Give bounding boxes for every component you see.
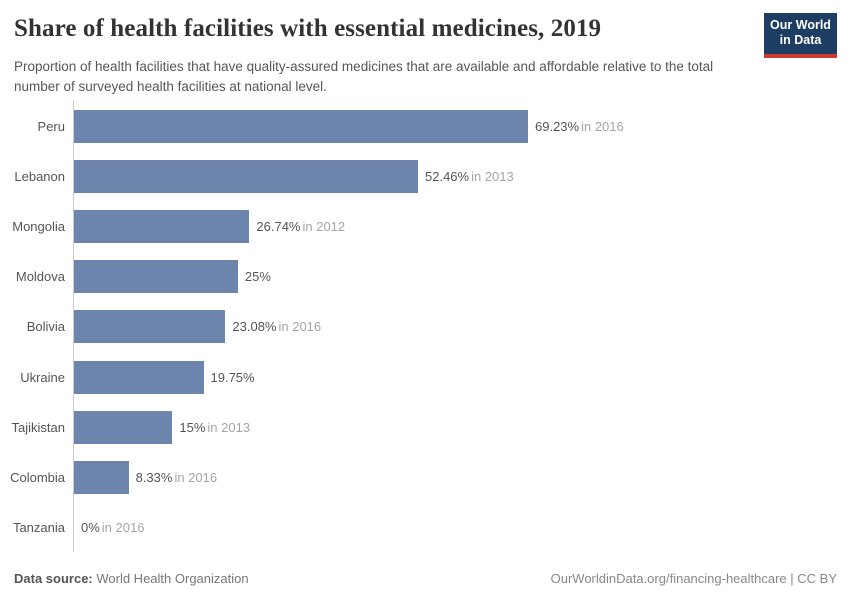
- value-number: 15%: [179, 419, 206, 435]
- category-label: Lebanon: [14, 168, 65, 184]
- bar[interactable]: [74, 109, 528, 143]
- bar[interactable]: [74, 159, 418, 193]
- year-note: in 2013: [471, 168, 514, 184]
- bar[interactable]: [74, 209, 250, 243]
- bar-row: Ukraine 19.75%: [0, 352, 850, 402]
- value-label: 8.33% in 2016: [136, 470, 218, 485]
- year-note: in 2016: [278, 319, 322, 335]
- year-note: in 2012: [302, 218, 346, 234]
- bar[interactable]: [74, 310, 226, 344]
- bar-chart: Peru 69.23% in 2016 Lebanon 52.46% in 2013 Mon…: [0, 101, 850, 553]
- page-title: Share of health facilities with essentia…: [14, 15, 602, 42]
- category-label: Ukraine: [20, 369, 65, 385]
- category-label: Tajikistan: [11, 419, 65, 435]
- value-number: 23.08%: [232, 319, 277, 335]
- value-label: 26.74% in 2012: [256, 219, 345, 234]
- y-axis-line: [73, 100, 74, 552]
- bar-row: Moldova 25%: [0, 252, 850, 302]
- data-source-value: World Health Organization: [92, 571, 249, 586]
- value-label: 69.23% in 2016: [535, 119, 624, 134]
- year-note: in 2016: [581, 118, 624, 134]
- value-label: 25%: [245, 269, 271, 284]
- value-number: 69.23%: [535, 118, 580, 134]
- owid-logo-line1: Our World: [770, 18, 831, 32]
- value-number: 0%: [81, 520, 100, 536]
- credit-link[interactable]: OurWorldinData.org/financing-healthcare …: [550, 571, 837, 586]
- value-number: 25%: [244, 269, 271, 285]
- value-label: 15% in 2013: [179, 420, 250, 435]
- bar-row: Lebanon 52.46% in 2013: [0, 151, 850, 201]
- bar[interactable]: [74, 460, 129, 494]
- year-note: in 2016: [174, 469, 218, 485]
- category-label: Tanzania: [12, 520, 65, 536]
- chart-footer: Data source: World Health Organization O…: [14, 571, 837, 586]
- bar-row: Mongolia 26.74% in 2012: [0, 201, 850, 251]
- data-source: Data source: World Health Organization: [14, 571, 249, 586]
- value-label: 0% in 2016: [81, 520, 144, 535]
- year-note: in 2013: [207, 419, 251, 435]
- value-label: 52.46% in 2013: [425, 169, 514, 184]
- bar[interactable]: [74, 410, 173, 444]
- category-label: Moldova: [15, 269, 65, 285]
- value-number: 8.33%: [135, 469, 173, 485]
- bar-row: Bolivia 23.08% in 2016: [0, 302, 850, 352]
- bar-row: Tanzania 0% in 2016: [0, 503, 850, 553]
- bar-row: Colombia 8.33% in 2016: [0, 452, 850, 502]
- owid-logo[interactable]: Our World in Data: [764, 13, 837, 58]
- owid-logo-line2: in Data: [779, 33, 822, 47]
- value-number: 26.74%: [256, 218, 301, 234]
- value-number: 19.75%: [210, 369, 255, 385]
- category-label: Colombia: [10, 469, 65, 485]
- bar-row: Tajikistan 15% in 2013: [0, 402, 850, 452]
- year-note: in 2016: [101, 520, 145, 536]
- category-label: Mongolia: [12, 218, 65, 234]
- page-subtitle: Proportion of health facilities that hav…: [14, 59, 714, 94]
- bar-row: Peru 69.23% in 2016: [0, 101, 850, 151]
- data-source-label: Data source:: [14, 571, 93, 586]
- value-label: 23.08% in 2016: [232, 319, 321, 334]
- value-label: 19.75%: [211, 370, 255, 385]
- value-number: 52.46%: [425, 168, 470, 184]
- category-label: Peru: [37, 118, 65, 134]
- category-label: Bolivia: [26, 319, 65, 335]
- bar[interactable]: [74, 360, 204, 394]
- bar[interactable]: [74, 260, 238, 294]
